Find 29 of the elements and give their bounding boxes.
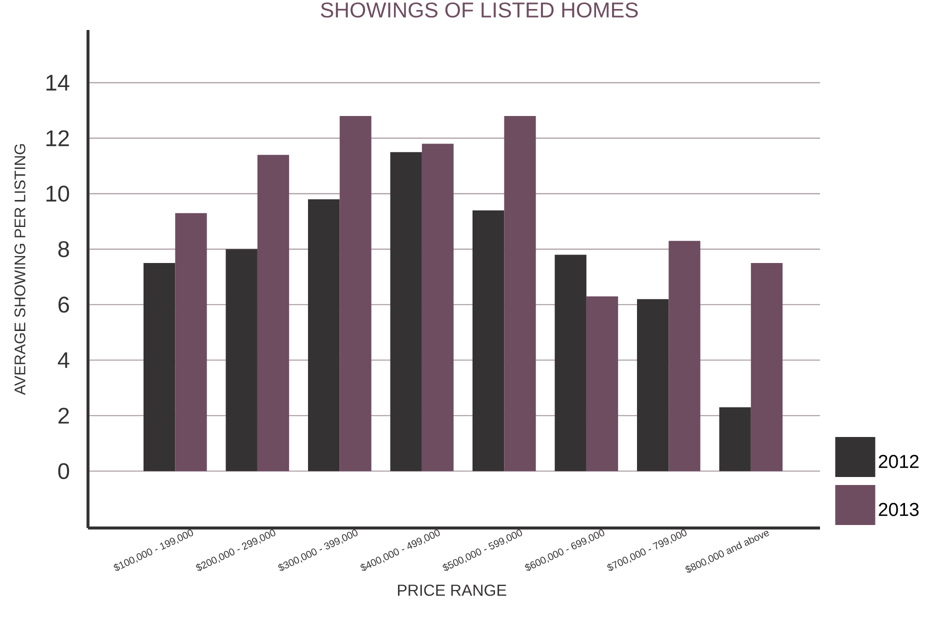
bar xyxy=(554,254,586,472)
bar xyxy=(586,296,618,472)
bar xyxy=(750,263,783,472)
y-tick-label: 14 xyxy=(46,74,70,91)
y-tick-label: 2 xyxy=(58,408,69,424)
legend-label: 2012 xyxy=(878,454,918,468)
bar xyxy=(226,249,258,472)
bar xyxy=(719,407,751,472)
bar xyxy=(340,116,372,472)
bar xyxy=(668,240,700,472)
chart-title: SHOWINGS OF LISTED HOMES xyxy=(320,2,638,18)
bar xyxy=(144,263,176,472)
y-tick-label: 4 xyxy=(58,352,70,368)
bar xyxy=(175,213,207,472)
bar xyxy=(257,154,290,472)
y-tick-label: 10 xyxy=(46,186,70,202)
bar xyxy=(504,116,536,472)
legend-label: 2013 xyxy=(878,502,919,516)
bar xyxy=(637,299,669,472)
bar xyxy=(472,210,504,472)
y-tick-label: 0 xyxy=(58,463,70,480)
y-axis-title: AVERAGE SHOWING PER LISTING xyxy=(14,144,26,395)
x-axis-title: PRICE RANGE xyxy=(398,584,506,596)
bar xyxy=(308,199,340,472)
y-tick-label: 6 xyxy=(58,296,69,313)
bar xyxy=(390,152,422,472)
y-tick-label: 12 xyxy=(46,130,69,146)
bar xyxy=(422,144,454,472)
y-tick-label: 8 xyxy=(58,241,69,258)
